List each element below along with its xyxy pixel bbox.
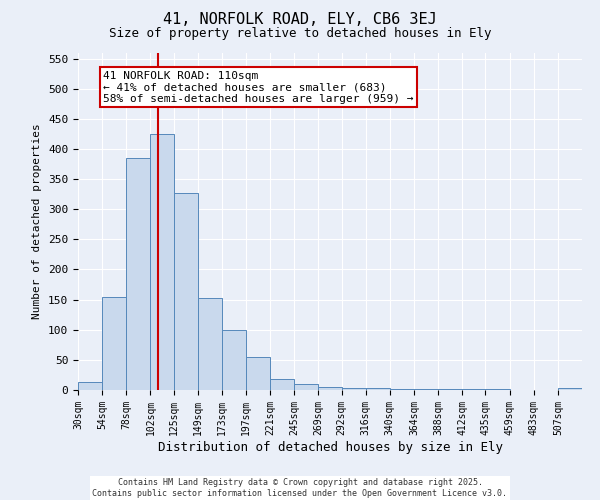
Bar	[126, 158, 151, 390]
Bar	[319, 387, 341, 390]
Bar	[558, 388, 582, 390]
Text: Size of property relative to detached houses in Ely: Size of property relative to detached ho…	[109, 28, 491, 40]
Bar	[294, 384, 319, 390]
Bar	[341, 388, 366, 390]
Bar	[390, 389, 414, 390]
Text: Contains HM Land Registry data © Crown copyright and database right 2025.
Contai: Contains HM Land Registry data © Crown c…	[92, 478, 508, 498]
Bar	[102, 296, 126, 390]
Bar	[173, 193, 198, 390]
Text: 41, NORFOLK ROAD, ELY, CB6 3EJ: 41, NORFOLK ROAD, ELY, CB6 3EJ	[163, 12, 437, 28]
X-axis label: Distribution of detached houses by size in Ely: Distribution of detached houses by size …	[157, 440, 503, 454]
Bar	[366, 388, 390, 390]
Bar	[462, 389, 485, 390]
Y-axis label: Number of detached properties: Number of detached properties	[32, 124, 43, 319]
Bar	[246, 358, 270, 390]
Bar	[198, 298, 222, 390]
Bar	[78, 382, 102, 390]
Bar	[222, 330, 246, 390]
Text: 41 NORFOLK ROAD: 110sqm
← 41% of detached houses are smaller (683)
58% of semi-d: 41 NORFOLK ROAD: 110sqm ← 41% of detache…	[103, 70, 413, 104]
Bar	[270, 378, 294, 390]
Bar	[151, 134, 173, 390]
